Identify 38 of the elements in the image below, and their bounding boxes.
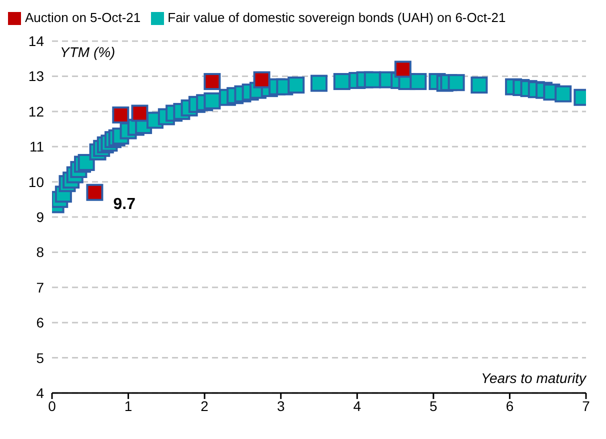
y-tick-label: 4 xyxy=(36,384,44,401)
y-tick-label: 12 xyxy=(28,103,44,120)
x-tick-label: 1 xyxy=(124,398,132,414)
legend-label: Auction on 5-Oct-21 xyxy=(25,10,141,25)
x-tick-label: 5 xyxy=(430,398,438,414)
y-tick-label: 11 xyxy=(29,138,44,155)
y-axis-title: YTM (%) xyxy=(60,44,116,60)
legend-label: Fair value of domestic sovereign bonds (UAH) on 6-Oct-21 xyxy=(168,10,506,25)
x-tick-label: 4 xyxy=(353,398,362,414)
point xyxy=(112,106,130,124)
point xyxy=(253,71,270,88)
point xyxy=(554,85,572,102)
point xyxy=(204,92,221,110)
y-tick-label: 10 xyxy=(28,174,44,190)
y-tick-label: 13 xyxy=(28,68,44,84)
point xyxy=(310,74,328,92)
x-axis-title: Years to maturity xyxy=(480,370,587,386)
point xyxy=(131,104,148,122)
point xyxy=(204,73,221,90)
y-tick-label: 6 xyxy=(36,314,44,331)
y-tick-label: 8 xyxy=(36,244,44,260)
y-tick-label: 9 xyxy=(36,209,44,225)
point xyxy=(470,76,488,94)
y-tick-label: 5 xyxy=(36,350,44,366)
point xyxy=(394,60,412,78)
data-label: 9.7 xyxy=(113,196,136,213)
y-tick-label: 14 xyxy=(28,33,44,50)
point xyxy=(448,74,465,92)
point xyxy=(410,73,427,90)
x-tick-label: 7 xyxy=(582,398,590,414)
x-tick-label: 6 xyxy=(506,398,514,414)
x-tick-label: 3 xyxy=(276,398,285,414)
y-tick-label: 7 xyxy=(36,279,44,296)
x-tick-label: 0 xyxy=(48,398,56,414)
x-tick-label: 2 xyxy=(200,398,209,414)
point xyxy=(86,184,104,201)
point xyxy=(288,76,305,94)
point xyxy=(333,73,350,90)
